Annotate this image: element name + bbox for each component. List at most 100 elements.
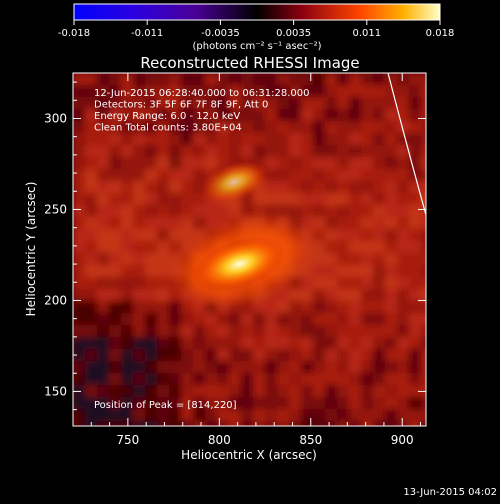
texture-cell bbox=[181, 337, 194, 350]
texture-cell bbox=[85, 373, 98, 386]
x-axis: 750 800 850 900 bbox=[90, 73, 422, 447]
texture-cell bbox=[109, 385, 122, 398]
texture-cell bbox=[385, 421, 398, 426]
texture-cell bbox=[397, 145, 410, 158]
texture-cell bbox=[325, 169, 338, 182]
texture-cell bbox=[301, 205, 314, 218]
texture-cell bbox=[133, 145, 146, 158]
texture-cell bbox=[193, 217, 206, 230]
texture-cell bbox=[253, 145, 266, 158]
texture-cell bbox=[217, 385, 230, 398]
texture-cell bbox=[97, 385, 110, 398]
texture-cell bbox=[265, 325, 278, 338]
texture-cell bbox=[361, 349, 374, 362]
texture-cell bbox=[409, 109, 422, 122]
texture-cell bbox=[193, 301, 206, 314]
texture-cell bbox=[157, 373, 170, 386]
texture-cell bbox=[289, 313, 302, 326]
texture-cell bbox=[301, 265, 314, 278]
texture-cell bbox=[253, 337, 266, 350]
texture-cell bbox=[145, 373, 158, 386]
texture-cell bbox=[241, 85, 254, 98]
texture-cell bbox=[73, 229, 86, 242]
texture-cell bbox=[265, 145, 278, 158]
texture-cell bbox=[253, 409, 266, 422]
texture-cell bbox=[289, 277, 302, 290]
texture-cell bbox=[421, 97, 426, 110]
texture-cell bbox=[349, 373, 362, 386]
texture-cell bbox=[97, 301, 110, 314]
texture-cell bbox=[145, 313, 158, 326]
footer-timestamp: 13-Jun-2015 04:02 bbox=[403, 487, 497, 498]
texture-cell bbox=[265, 97, 278, 110]
texture-cell bbox=[325, 301, 338, 314]
texture-cell bbox=[277, 397, 290, 410]
texture-cell bbox=[121, 373, 134, 386]
texture-cell bbox=[325, 133, 338, 146]
texture-cell bbox=[181, 169, 194, 182]
texture-cell bbox=[73, 181, 86, 194]
texture-cell bbox=[253, 421, 266, 426]
texture-cell bbox=[121, 217, 134, 230]
texture-cell bbox=[277, 325, 290, 338]
texture-cell bbox=[145, 85, 158, 98]
texture-cell bbox=[193, 145, 206, 158]
texture-cell bbox=[121, 265, 134, 278]
texture-cell bbox=[73, 289, 86, 302]
texture-cell bbox=[397, 313, 410, 326]
texture-cell bbox=[85, 85, 98, 98]
texture-cell bbox=[337, 145, 350, 158]
texture-cell bbox=[277, 109, 290, 122]
texture-cell bbox=[169, 397, 182, 410]
texture-cell bbox=[397, 397, 410, 410]
texture-cell bbox=[373, 157, 386, 170]
texture-cell bbox=[349, 169, 362, 182]
texture-cell bbox=[157, 277, 170, 290]
texture-cell bbox=[313, 205, 326, 218]
texture-cell bbox=[169, 121, 182, 134]
texture-cell bbox=[349, 121, 362, 134]
texture-cell bbox=[229, 217, 242, 230]
texture-cell bbox=[313, 421, 326, 426]
texture-cell bbox=[133, 241, 146, 254]
texture-cell bbox=[97, 169, 110, 182]
texture-cell bbox=[109, 121, 122, 134]
texture-cell bbox=[121, 145, 134, 158]
texture-cell bbox=[73, 361, 86, 374]
texture-cell bbox=[205, 325, 218, 338]
texture-cell bbox=[205, 301, 218, 314]
texture-cell bbox=[385, 337, 398, 350]
texture-cell bbox=[145, 277, 158, 290]
texture-cell bbox=[133, 337, 146, 350]
texture-cell bbox=[361, 337, 374, 350]
peak-position-label: Position of Peak = [814,220] bbox=[94, 400, 237, 411]
texture-cell bbox=[277, 121, 290, 134]
texture-cell bbox=[229, 121, 242, 134]
texture-cell bbox=[97, 73, 110, 86]
texture-cell bbox=[289, 133, 302, 146]
texture-cell bbox=[133, 361, 146, 374]
texture-cell bbox=[133, 169, 146, 182]
texture-cell bbox=[169, 193, 182, 206]
texture-cell bbox=[337, 85, 350, 98]
texture-cell bbox=[205, 385, 218, 398]
texture-cell bbox=[385, 289, 398, 302]
annotations: 12-Jun-2015 06:28:40.000 to 06:31:28.000… bbox=[94, 88, 310, 411]
texture-cell bbox=[385, 325, 398, 338]
texture-cell bbox=[85, 121, 98, 134]
texture-cell bbox=[121, 169, 134, 182]
texture-cell bbox=[157, 157, 170, 170]
texture-cell bbox=[337, 169, 350, 182]
texture-cell bbox=[169, 385, 182, 398]
texture-cell bbox=[289, 385, 302, 398]
texture-cell bbox=[217, 205, 230, 218]
texture-cell bbox=[373, 397, 386, 410]
texture-cell bbox=[373, 121, 386, 134]
texture-cell bbox=[325, 97, 338, 110]
texture-cell bbox=[421, 265, 426, 278]
texture-cell bbox=[73, 397, 86, 410]
texture-cell bbox=[265, 85, 278, 98]
texture-cell bbox=[157, 361, 170, 374]
texture-cell bbox=[337, 205, 350, 218]
texture-cell bbox=[361, 289, 374, 302]
